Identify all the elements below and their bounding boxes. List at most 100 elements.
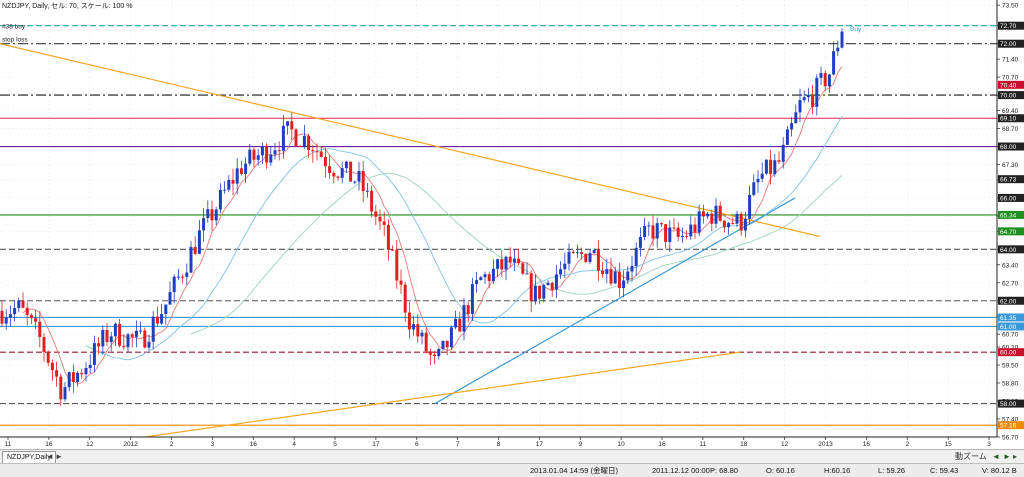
candle-body <box>256 155 260 160</box>
candle-body <box>672 227 676 229</box>
candle-body <box>76 372 80 382</box>
candle-body <box>479 277 483 281</box>
annotations: #38 buy stop loss Buy <box>2 24 862 44</box>
y-tick-label: 63.40 <box>1002 262 1019 269</box>
candle-body <box>59 376 63 400</box>
price-label: 64.00 <box>1000 247 1017 254</box>
status-c: C: 59.43 <box>930 466 959 475</box>
candle-body <box>634 247 638 266</box>
candle-body <box>554 274 558 290</box>
candle-body <box>29 314 33 319</box>
candle-body <box>189 246 193 273</box>
candle-body <box>155 316 159 324</box>
candle-body <box>424 332 428 352</box>
candle-body <box>819 73 823 78</box>
candle-body <box>596 250 600 271</box>
annotation-buy-arrow: Buy <box>850 26 862 33</box>
candle-body <box>118 323 122 346</box>
candle-body <box>206 209 210 219</box>
candle-body <box>685 236 689 238</box>
time-axis: 11 16 12 2012 2 3 16 4 5 17 6 7 8 17 9 10 16 11 18 12 2013 16… <box>0 436 997 448</box>
candle-body <box>311 150 315 152</box>
candle-body <box>638 237 642 248</box>
x-tick-label: 10 <box>618 441 626 448</box>
scroll-right-icon[interactable]: ► <box>1003 452 1011 461</box>
candle-body <box>525 273 529 275</box>
candle-body <box>739 213 743 231</box>
candle-body <box>546 282 550 286</box>
price-label-bg <box>998 21 1024 30</box>
price-axis: 73.50 72.70 72.00 71.40 70.70 70.00 69.40 68.70… <box>996 0 1024 442</box>
candle-body <box>496 259 500 269</box>
candle-body <box>239 168 243 174</box>
candle-body <box>231 180 235 184</box>
candle-body <box>718 205 722 221</box>
price-label: 68.00 <box>1000 144 1017 151</box>
candle-body <box>365 190 369 192</box>
price-label: 60.00 <box>1000 350 1017 357</box>
trend-line-support <box>434 197 796 405</box>
price-label: 66.00 <box>1000 195 1017 202</box>
candle-body <box>458 318 462 332</box>
status-v: V: 80.12 B <box>982 466 1017 475</box>
candle-body <box>185 272 189 277</box>
candle-body <box>769 159 773 175</box>
candle-body <box>727 222 731 228</box>
x-tick-label: 16 <box>658 441 666 448</box>
candle-body <box>273 150 277 155</box>
candle-body <box>361 171 365 192</box>
x-tick-label: 11 <box>700 441 707 448</box>
candle-body <box>0 310 4 324</box>
price-label-bg <box>998 175 1024 184</box>
candle-body <box>794 112 798 124</box>
candle-body <box>689 224 693 237</box>
candle-body <box>626 271 630 281</box>
y-tick-label: 56.70 <box>1002 435 1019 442</box>
price-label-bg <box>998 227 1024 236</box>
x-tick-label: 2012 <box>123 441 138 448</box>
price-label-bg <box>998 296 1024 305</box>
candle-body <box>101 329 105 347</box>
candle-body <box>714 205 718 224</box>
candle-body <box>445 340 449 348</box>
candle-body <box>412 324 416 330</box>
candle-body <box>319 151 323 157</box>
candle-body <box>781 144 785 162</box>
candle-body <box>521 263 525 274</box>
x-tick-label: 2 <box>905 441 909 448</box>
candle-body <box>790 123 794 130</box>
scroll-end-icon[interactable]: ▸ <box>1013 452 1018 461</box>
tab-prev-icon[interactable]: ◄ <box>46 452 54 461</box>
price-label: 64.70 <box>1000 229 1017 236</box>
scroll-left-icon[interactable]: ◄ <box>992 452 1000 461</box>
x-tick-label: 12 <box>781 441 789 448</box>
x-tick-label: 8 <box>497 441 501 448</box>
candle-body <box>97 343 101 347</box>
candle-body <box>567 251 571 264</box>
candle-body <box>454 318 458 328</box>
candle-body <box>353 181 357 183</box>
candle-body <box>13 308 17 315</box>
price-label: 69.10 <box>1000 116 1017 123</box>
candle-body <box>840 31 844 48</box>
y-tick-label: 60.70 <box>1002 332 1019 339</box>
chart-tab-bar: NZDJPY,Daily ◄ ► 動ズーム ◄ ► ▸ <box>0 449 1024 464</box>
price-label: 57.16 <box>1000 423 1017 430</box>
x-tick-label: 9 <box>578 441 582 448</box>
candle-body <box>517 258 521 264</box>
candle-body <box>428 351 432 355</box>
candle-body <box>538 285 542 299</box>
candle-body <box>836 47 840 52</box>
x-tick-label: 16 <box>863 441 871 448</box>
candle-body <box>433 354 437 357</box>
candle-body <box>701 211 705 217</box>
candle-body <box>67 372 71 388</box>
price-label-bg <box>998 80 1024 89</box>
candle-body <box>735 213 739 224</box>
tab-next-icon[interactable]: ► <box>55 452 63 461</box>
x-tick-label: 11 <box>5 441 12 448</box>
candle-body <box>601 270 605 275</box>
candle-body <box>286 121 290 126</box>
candle-body <box>328 166 332 173</box>
